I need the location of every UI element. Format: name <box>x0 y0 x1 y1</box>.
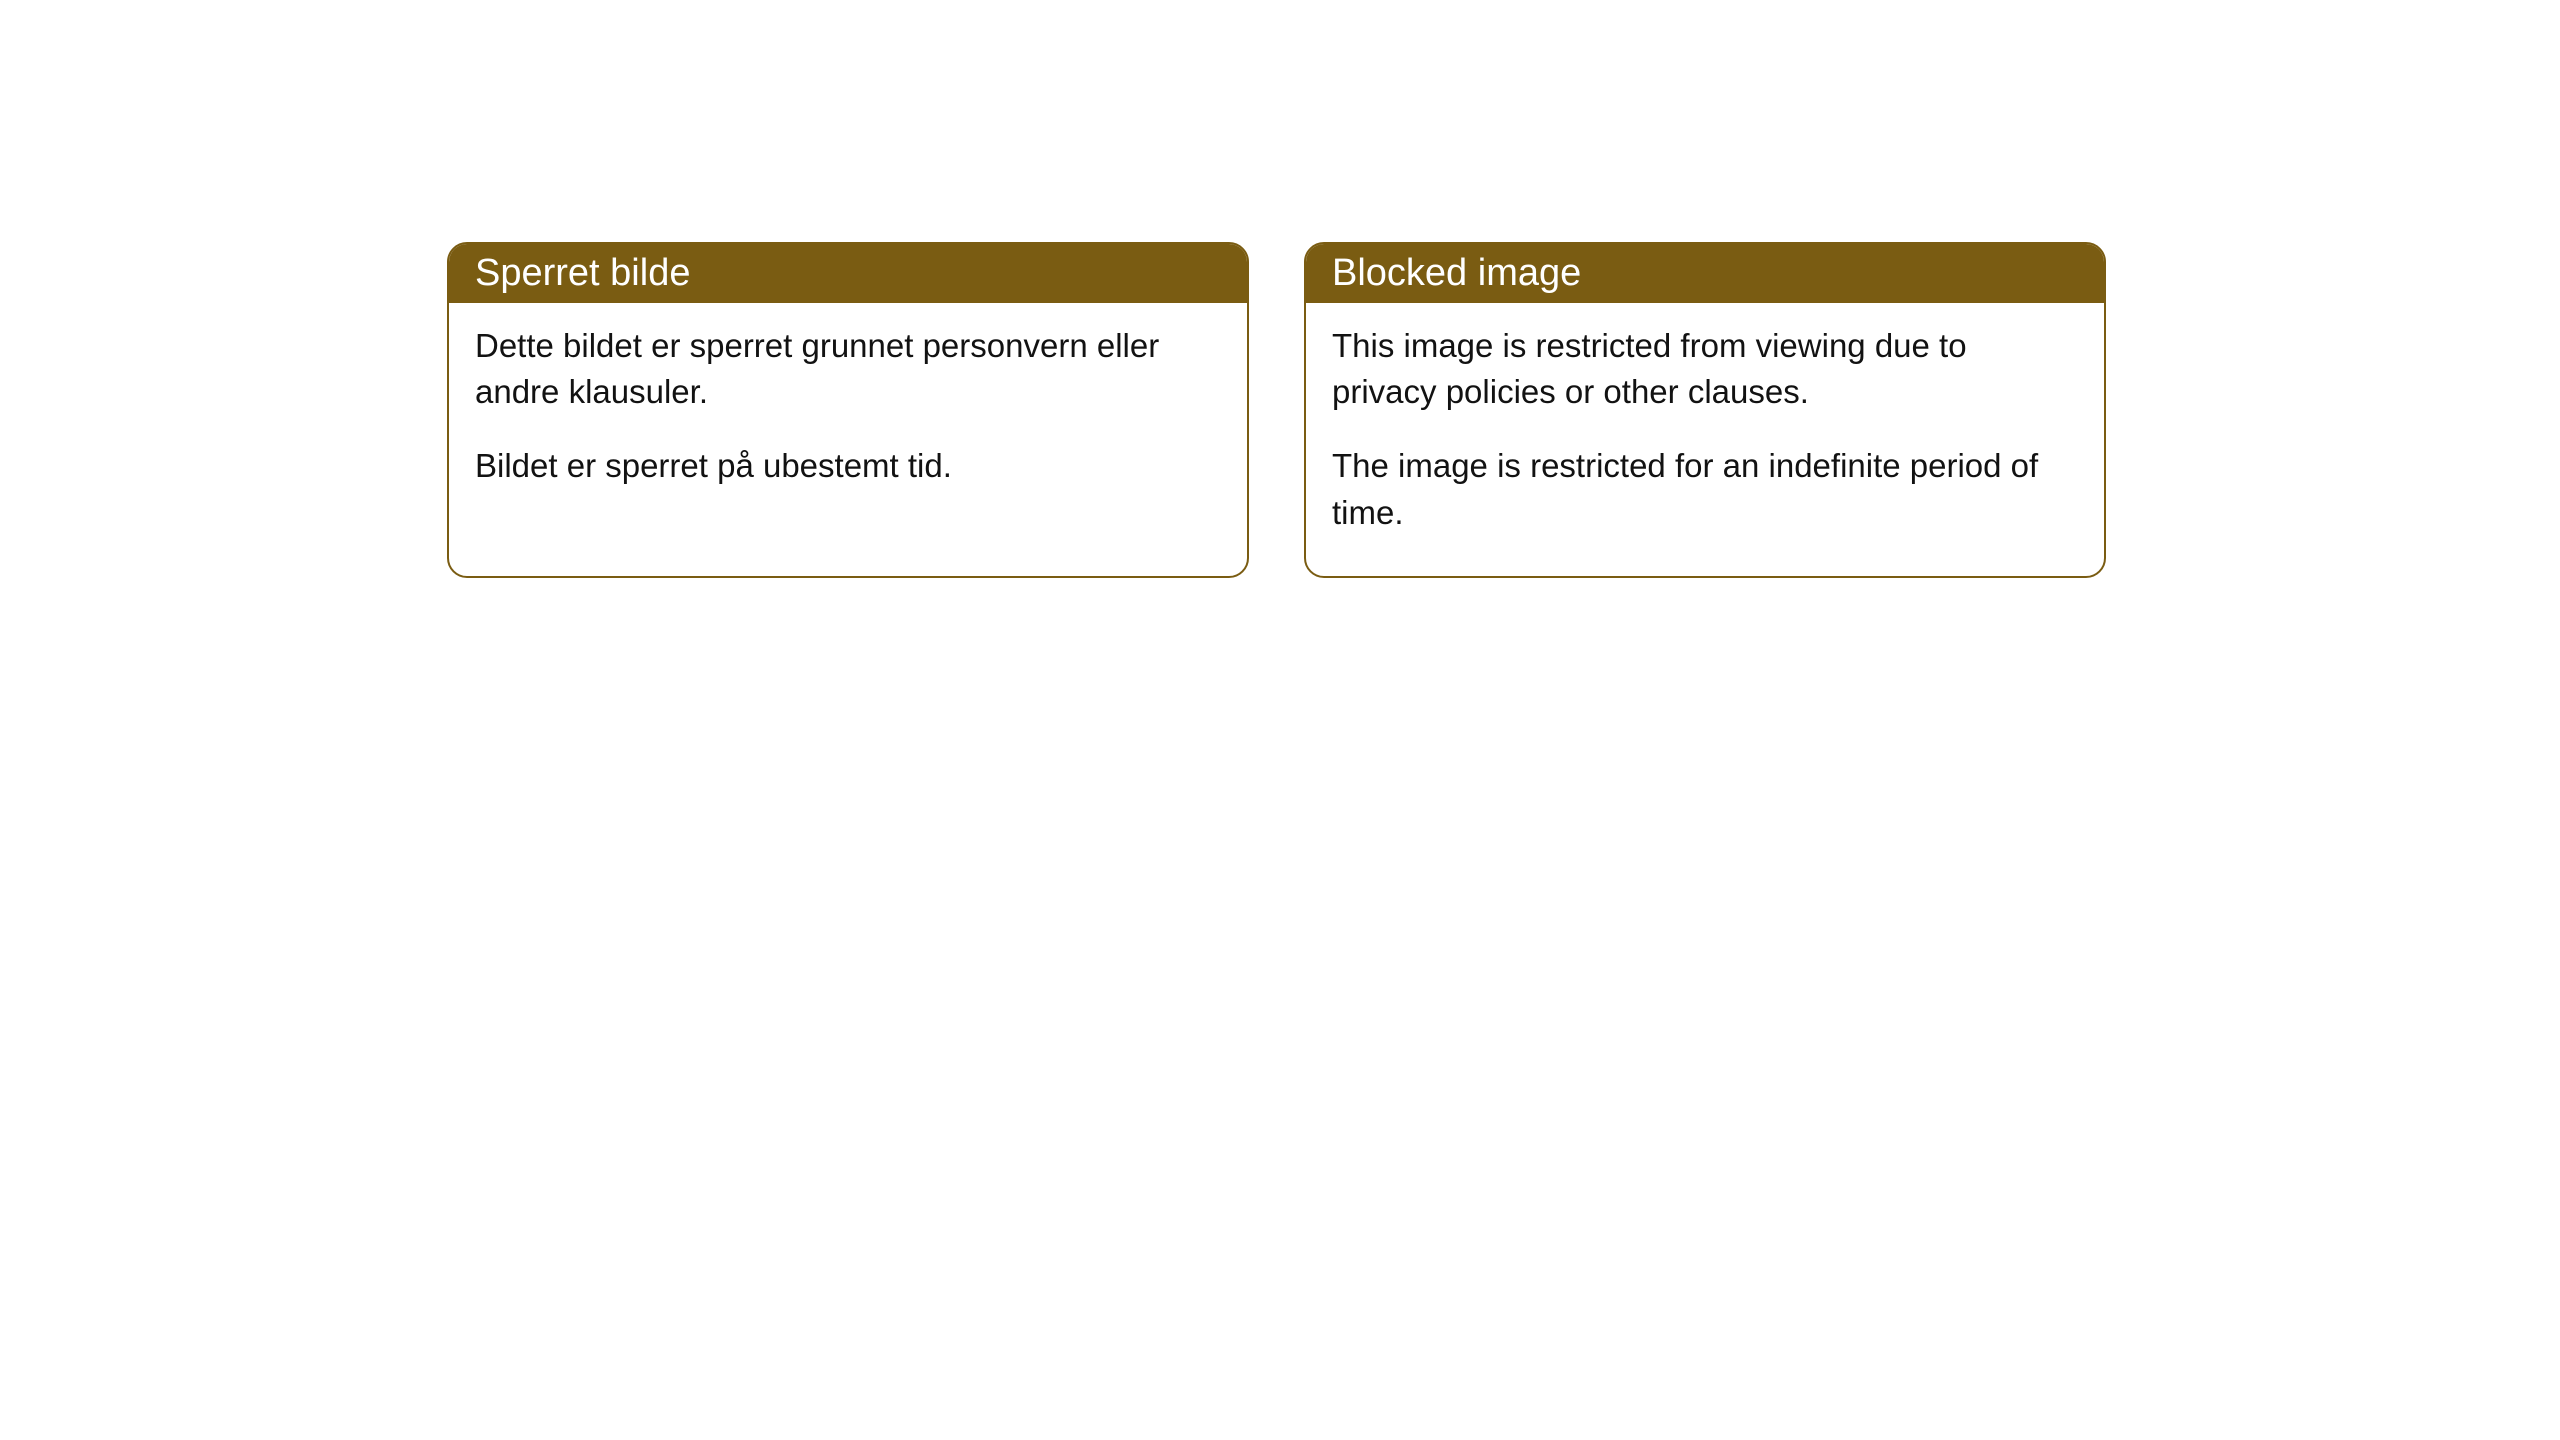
card-text-no-1: Dette bildet er sperret grunnet personve… <box>475 323 1221 415</box>
blocked-image-card-en: Blocked image This image is restricted f… <box>1304 242 2106 578</box>
card-text-en-1: This image is restricted from viewing du… <box>1332 323 2078 415</box>
card-body-en: This image is restricted from viewing du… <box>1306 303 2104 576</box>
card-body-no: Dette bildet er sperret grunnet personve… <box>449 303 1247 530</box>
card-text-en-2: The image is restricted for an indefinit… <box>1332 443 2078 535</box>
card-header-en: Blocked image <box>1306 244 2104 303</box>
card-header-no: Sperret bilde <box>449 244 1247 303</box>
blocked-image-card-no: Sperret bilde Dette bildet er sperret gr… <box>447 242 1249 578</box>
cards-container: Sperret bilde Dette bildet er sperret gr… <box>447 242 2106 578</box>
card-text-no-2: Bildet er sperret på ubestemt tid. <box>475 443 1221 489</box>
